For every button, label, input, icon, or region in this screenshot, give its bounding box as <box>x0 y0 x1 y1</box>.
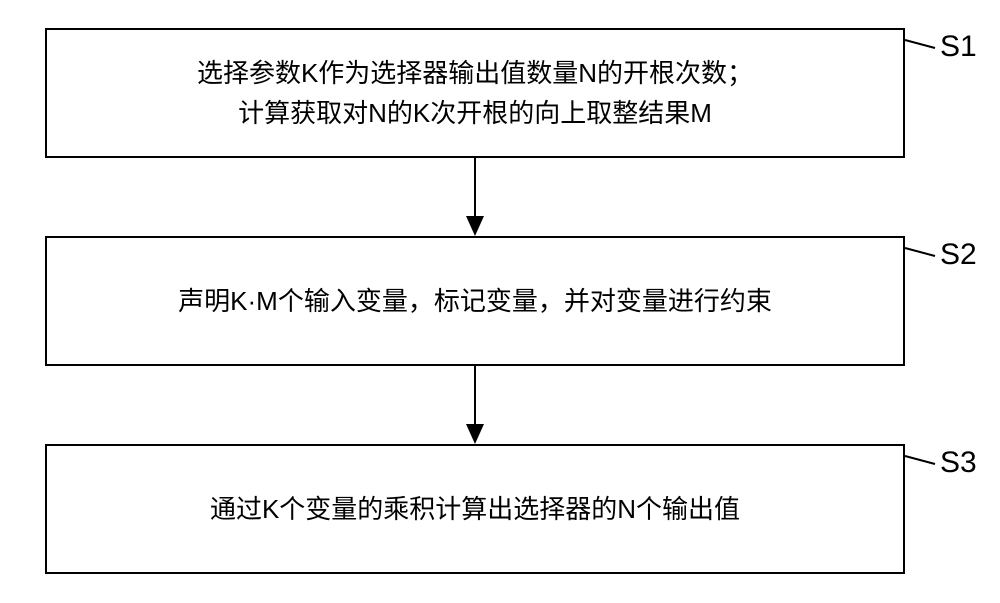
step-label-s2: S2 <box>940 238 977 272</box>
label-leader-s1 <box>905 40 935 48</box>
arrow-head <box>466 424 484 444</box>
step-s1-line-2: 计算获取对N的K次开根的向上取整结果M <box>238 93 712 133</box>
step-s1-line-1: 选择参数K作为选择器输出值数量N的开根次数； <box>197 53 753 93</box>
step-s2-line-1: 声明K·M个输入变量，标记变量，并对变量进行约束 <box>178 281 772 321</box>
arrow-shaft <box>474 158 476 216</box>
step-box-s1: 选择参数K作为选择器输出值数量N的开根次数； 计算获取对N的K次开根的向上取整结… <box>45 28 905 158</box>
step-s3-line-1: 通过K个变量的乘积计算出选择器的N个输出值 <box>210 489 740 529</box>
step-label-s3: S3 <box>940 446 977 480</box>
arrow-shaft <box>474 366 476 424</box>
flowchart-canvas: 选择参数K作为选择器输出值数量N的开根次数； 计算获取对N的K次开根的向上取整结… <box>0 0 1000 603</box>
step-label-s1: S1 <box>940 30 977 64</box>
label-leader-s2 <box>905 248 935 256</box>
arrow-head <box>466 216 484 236</box>
step-box-s3: 通过K个变量的乘积计算出选择器的N个输出值 <box>45 444 905 574</box>
label-leader-s3 <box>905 456 935 464</box>
step-box-s2: 声明K·M个输入变量，标记变量，并对变量进行约束 <box>45 236 905 366</box>
